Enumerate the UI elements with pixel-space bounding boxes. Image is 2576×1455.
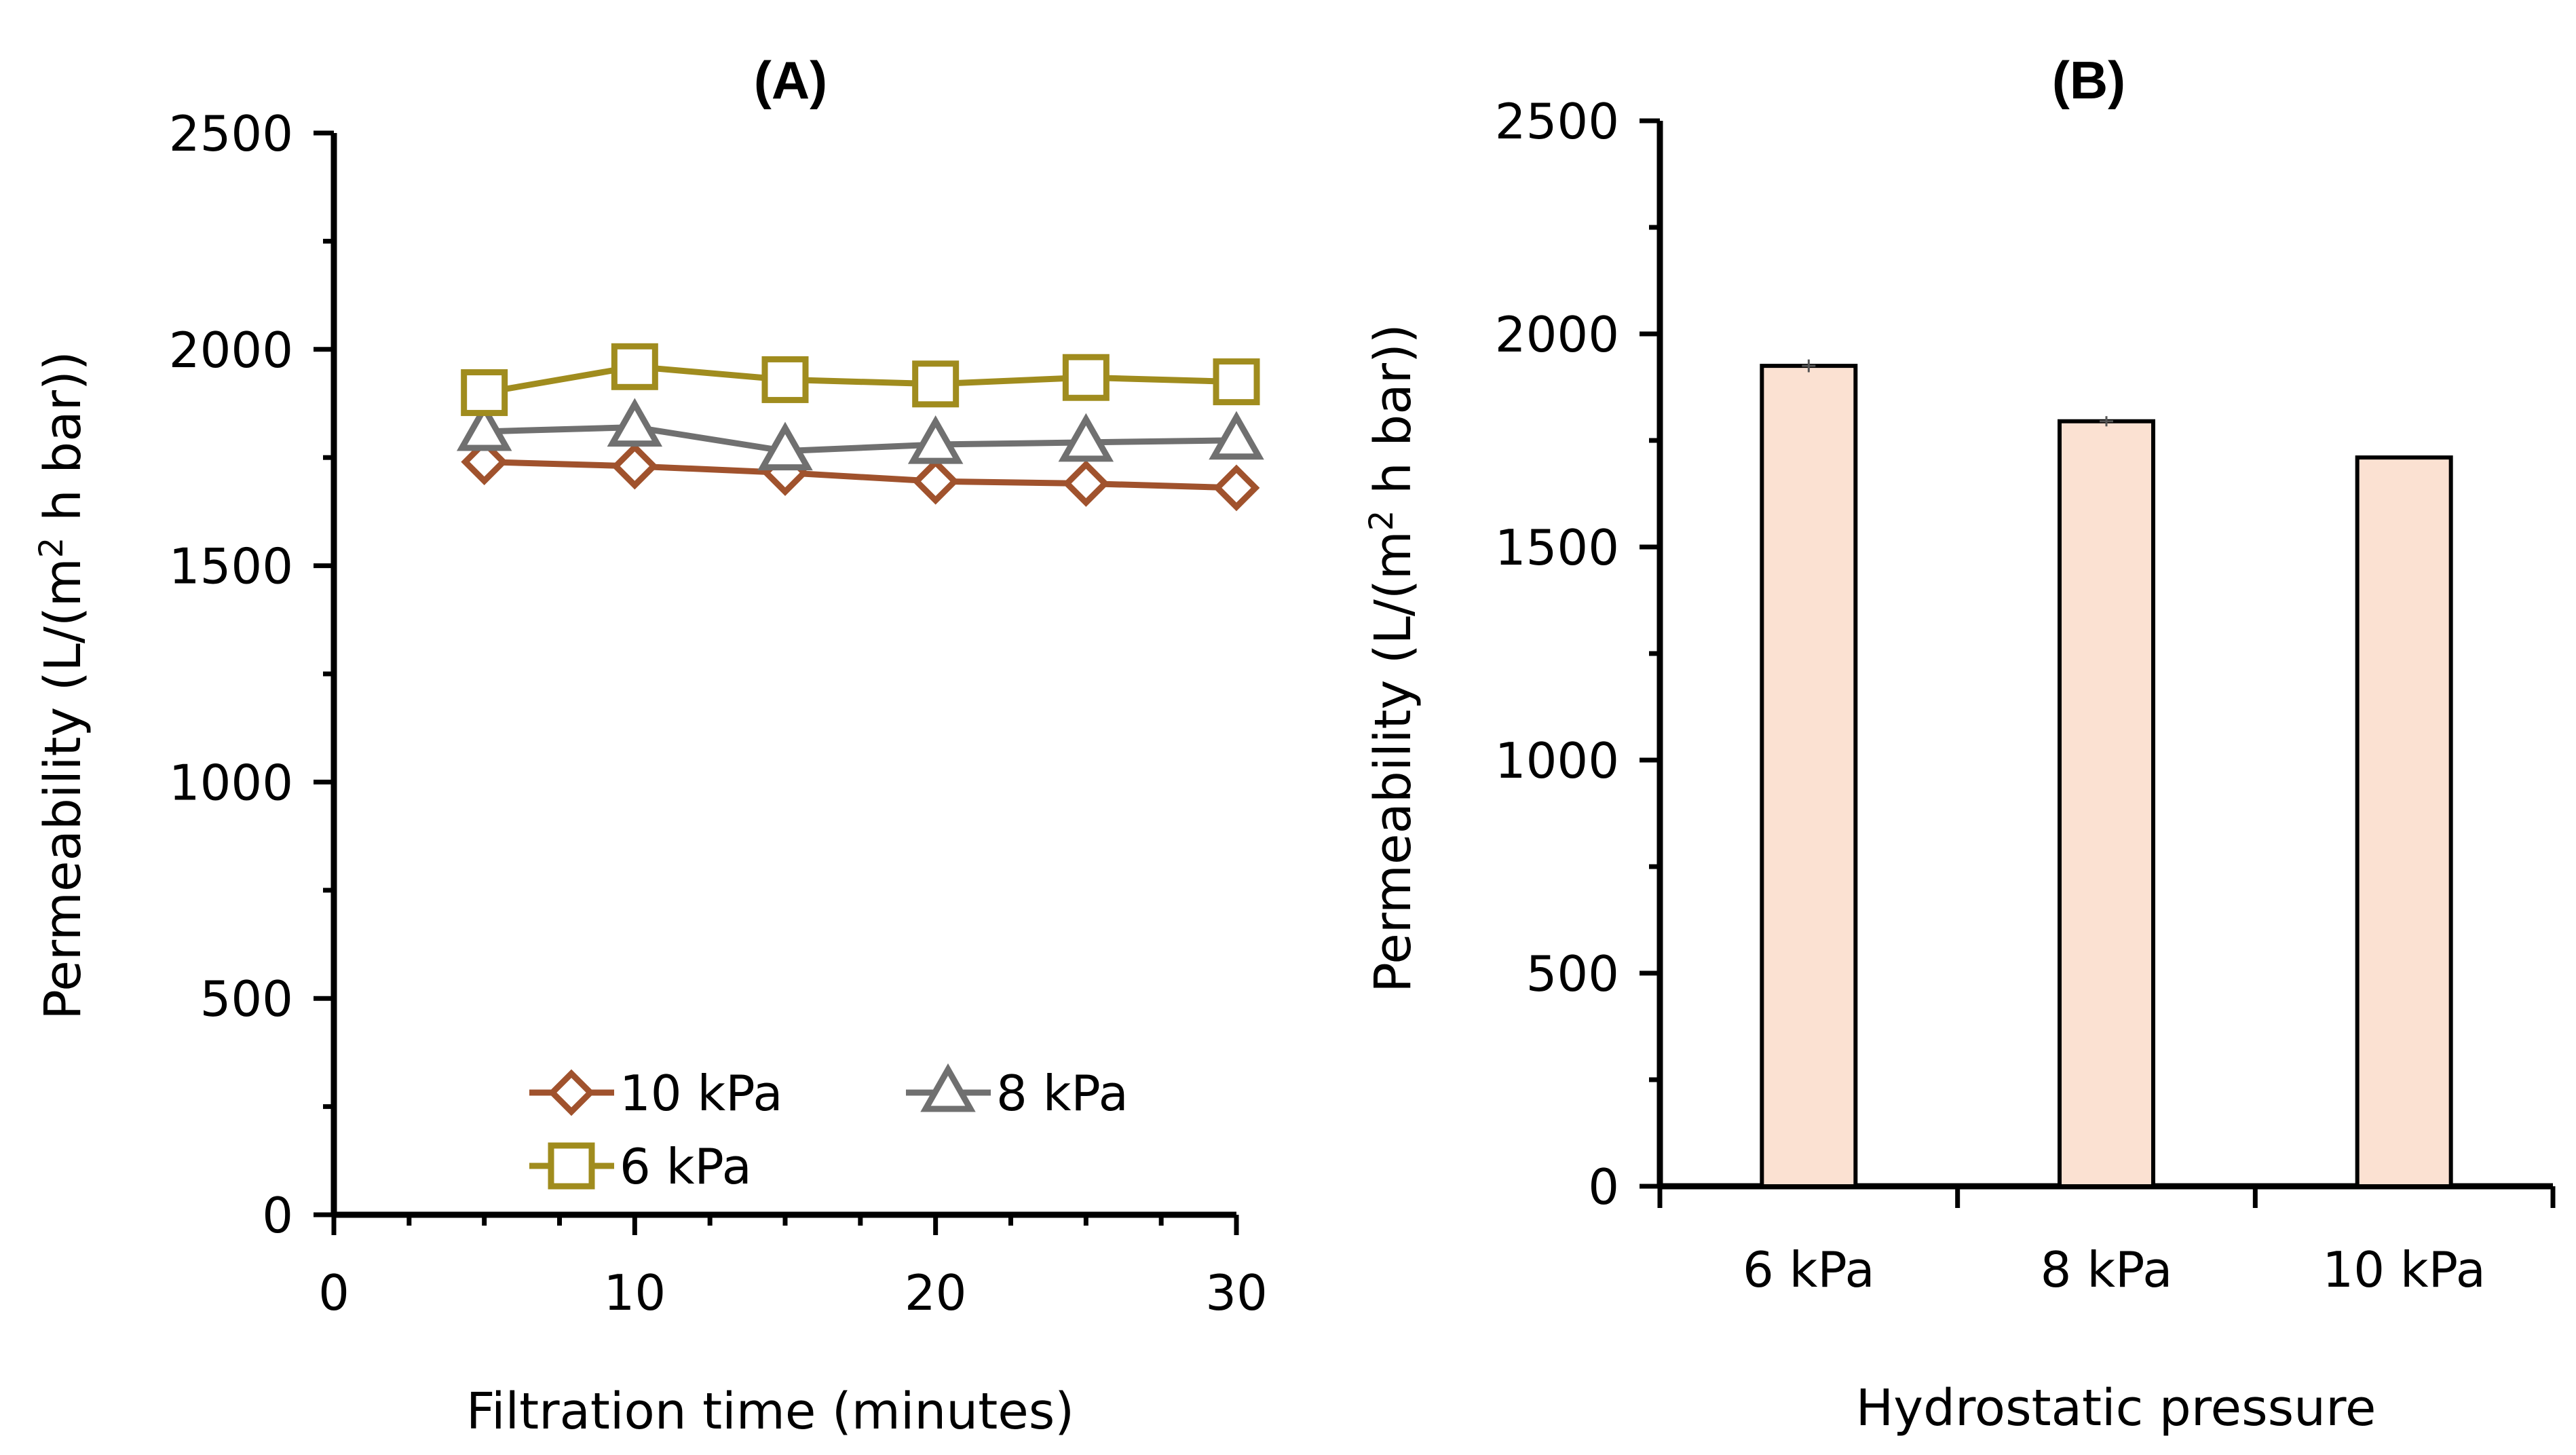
y-axis-label-superscript: 2 xyxy=(33,537,71,559)
data-point xyxy=(907,415,964,464)
data-point xyxy=(1062,354,1110,401)
data-point xyxy=(1062,460,1110,507)
bar xyxy=(1760,364,1858,1188)
x-axis-label: Hydrostatic pressure xyxy=(1856,1379,2376,1437)
data-point xyxy=(912,457,960,505)
data-point xyxy=(1213,358,1260,406)
panel-b-bar-chart: (B) 0 500 1000 1500 2000 2500 6 kPa 8 kPa 10 kPa H… xyxy=(1363,50,2556,1437)
bar-group xyxy=(2058,416,2155,1188)
data-point xyxy=(611,343,658,390)
series-line xyxy=(484,459,1237,491)
legend-item: 6 kPa xyxy=(529,1138,752,1195)
y-tick-label: 500 xyxy=(1526,945,1619,1002)
legend-item: 10 kPa xyxy=(529,1065,783,1122)
y-tick-label: 1000 xyxy=(169,754,293,811)
bar-group xyxy=(2355,455,2453,1188)
x-tick-label: 30 xyxy=(1205,1264,1268,1321)
data-point xyxy=(1209,411,1264,460)
y-axis-label: Permeability (L/(m2 h bar)) xyxy=(33,351,92,1020)
series-8-kpa xyxy=(456,398,1264,471)
x-category-label: 6 kPa xyxy=(1743,1241,1875,1298)
y-axis-label-main: Permeability (L/(m xyxy=(34,558,92,1020)
x-category-label: 8 kPa xyxy=(2041,1241,2173,1298)
x-tick-label: 0 xyxy=(318,1264,349,1321)
y-tick-label: 2500 xyxy=(169,105,293,162)
data-point xyxy=(456,402,512,451)
x-axis-label: Filtration time (minutes) xyxy=(466,1382,1074,1441)
y-tick-label: 2500 xyxy=(1495,93,1619,150)
y-axis-label: Permeability (L/(m2 h bar)) xyxy=(1363,324,1422,993)
y-tick-label: 1000 xyxy=(1495,732,1619,789)
legend-swatch-marker xyxy=(920,1063,976,1112)
data-point xyxy=(912,360,960,408)
y-tick-label: 0 xyxy=(1588,1158,1619,1215)
series-10-kpa xyxy=(461,438,1260,512)
data-point xyxy=(757,421,813,471)
legend-swatch-marker xyxy=(548,1142,595,1190)
series-6-kpa xyxy=(461,343,1260,417)
data-point xyxy=(611,442,658,490)
data-point xyxy=(607,398,663,447)
bar-group xyxy=(1760,359,1858,1188)
panel-title: (B) xyxy=(2052,50,2125,110)
y-axis-label-main: Permeability (L/(m xyxy=(1364,531,1422,993)
bar xyxy=(2058,419,2155,1188)
panel-title: (A) xyxy=(754,50,827,110)
y-axis-label-tail: h bar)) xyxy=(1364,324,1422,510)
y-tick-label: 2000 xyxy=(169,322,293,379)
panel-a-line-chart: (A) 0 500 1000 1500 2000 2500 0 10 20 30 Filtration… xyxy=(33,50,1268,1441)
data-point xyxy=(461,369,508,417)
x-category-label: 10 kPa xyxy=(2322,1241,2486,1298)
x-tick-label: 10 xyxy=(604,1264,666,1321)
legend-item: 8 kPa xyxy=(906,1063,1129,1122)
x-tick-label: 20 xyxy=(905,1264,967,1321)
y-tick-label: 0 xyxy=(262,1187,293,1244)
series-line xyxy=(484,424,1237,455)
data-point xyxy=(761,356,809,403)
legend-label: 8 kPa xyxy=(996,1065,1129,1122)
legend: 10 kPa 8 kPa 6 kPa xyxy=(529,1063,1129,1195)
legend-label: 10 kPa xyxy=(620,1065,783,1122)
data-point xyxy=(1058,413,1114,462)
y-tick-label: 1500 xyxy=(1495,519,1619,576)
y-tick-label: 1500 xyxy=(169,538,293,595)
bar xyxy=(2355,455,2453,1188)
y-tick-label: 500 xyxy=(200,970,293,1027)
y-axis-label-superscript: 2 xyxy=(1363,510,1401,531)
series-line xyxy=(483,363,1237,396)
data-point xyxy=(461,438,508,485)
legend-swatch-marker xyxy=(548,1069,595,1116)
y-tick-label: 2000 xyxy=(1495,306,1619,363)
y-axis-label-tail: h bar)) xyxy=(34,351,92,537)
legend-label: 6 kPa xyxy=(620,1138,752,1195)
data-point xyxy=(1213,464,1260,512)
